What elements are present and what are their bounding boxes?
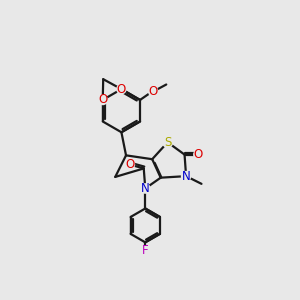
- Text: O: O: [148, 85, 158, 98]
- Circle shape: [141, 247, 149, 255]
- Circle shape: [148, 87, 158, 96]
- Text: O: O: [194, 148, 203, 161]
- Text: O: O: [98, 93, 107, 106]
- Circle shape: [98, 95, 107, 104]
- Text: N: N: [182, 169, 190, 183]
- Circle shape: [194, 150, 203, 159]
- Circle shape: [163, 137, 172, 147]
- Text: O: O: [117, 82, 126, 96]
- Circle shape: [117, 85, 126, 94]
- Circle shape: [182, 172, 191, 181]
- Circle shape: [125, 160, 134, 169]
- Circle shape: [141, 184, 150, 193]
- Text: N: N: [141, 182, 150, 195]
- Text: F: F: [142, 244, 148, 257]
- Text: O: O: [125, 158, 134, 171]
- Text: S: S: [164, 136, 171, 149]
